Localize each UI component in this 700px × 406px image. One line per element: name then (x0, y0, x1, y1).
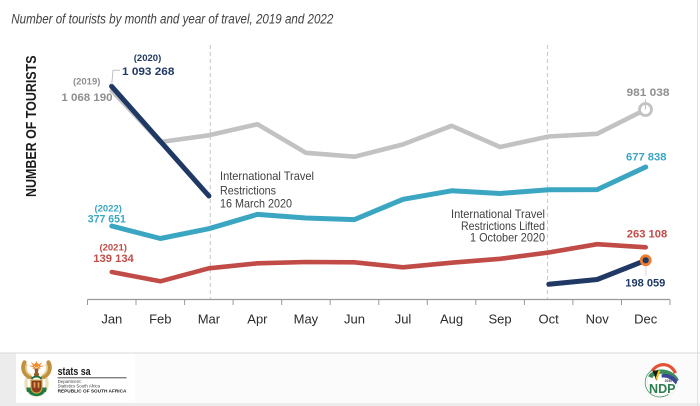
svg-text:stats sa: stats sa (58, 366, 92, 378)
svg-text:Apr: Apr (247, 312, 268, 327)
svg-text:NDP: NDP (649, 382, 676, 396)
svg-text:REPUBLIC OF SOUTH AFRICA: REPUBLIC OF SOUTH AFRICA (58, 389, 127, 395)
svg-text:263 108: 263 108 (627, 229, 667, 241)
svg-text:677 838: 677 838 (626, 152, 667, 164)
svg-text:1 093 268: 1 093 268 (122, 66, 174, 78)
svg-text:981 038: 981 038 (627, 87, 670, 99)
svg-text:Jan: Jan (101, 312, 122, 327)
svg-text:Sep: Sep (489, 312, 512, 327)
svg-text:Jul: Jul (395, 312, 412, 327)
svg-text:Jun: Jun (344, 312, 365, 327)
svg-text:Restrictions Lifted: Restrictions Lifted (461, 219, 545, 233)
svg-text:(2019): (2019) (73, 76, 100, 87)
svg-text:Aug: Aug (440, 312, 463, 327)
svg-text:Statistics South Africa: Statistics South Africa (58, 383, 101, 388)
svg-text:May: May (294, 312, 319, 327)
svg-text:Department:: Department: (58, 379, 82, 384)
svg-text:Oct: Oct (538, 312, 559, 327)
svg-text:Mar: Mar (198, 312, 221, 327)
svg-text:1 October 2020: 1 October 2020 (470, 231, 545, 245)
svg-text:139 134: 139 134 (93, 253, 134, 265)
svg-text:Feb: Feb (149, 312, 171, 327)
svg-text:Restrictions: Restrictions (220, 183, 276, 197)
svg-text:(2020): (2020) (134, 53, 161, 64)
svg-text:377 651: 377 651 (88, 214, 127, 226)
svg-text:Nov: Nov (586, 312, 610, 327)
svg-text:International Travel: International Travel (220, 169, 314, 183)
svg-text:Dec: Dec (634, 312, 658, 327)
svg-text:16 March 2020: 16 March 2020 (220, 196, 292, 210)
svg-text:International Travel: International Travel (451, 207, 545, 221)
svg-text:1 068 190: 1 068 190 (61, 92, 112, 104)
svg-text:Number of tourists by month an: Number of tourists by month and year of … (11, 11, 333, 26)
svg-text:198 059: 198 059 (625, 277, 665, 289)
svg-text:(2021): (2021) (99, 243, 126, 254)
svg-text:(2022): (2022) (94, 204, 121, 215)
svg-text:2030: 2030 (665, 379, 673, 383)
svg-text:NUMBER OF TOURISTS: NUMBER OF TOURISTS (24, 55, 40, 197)
